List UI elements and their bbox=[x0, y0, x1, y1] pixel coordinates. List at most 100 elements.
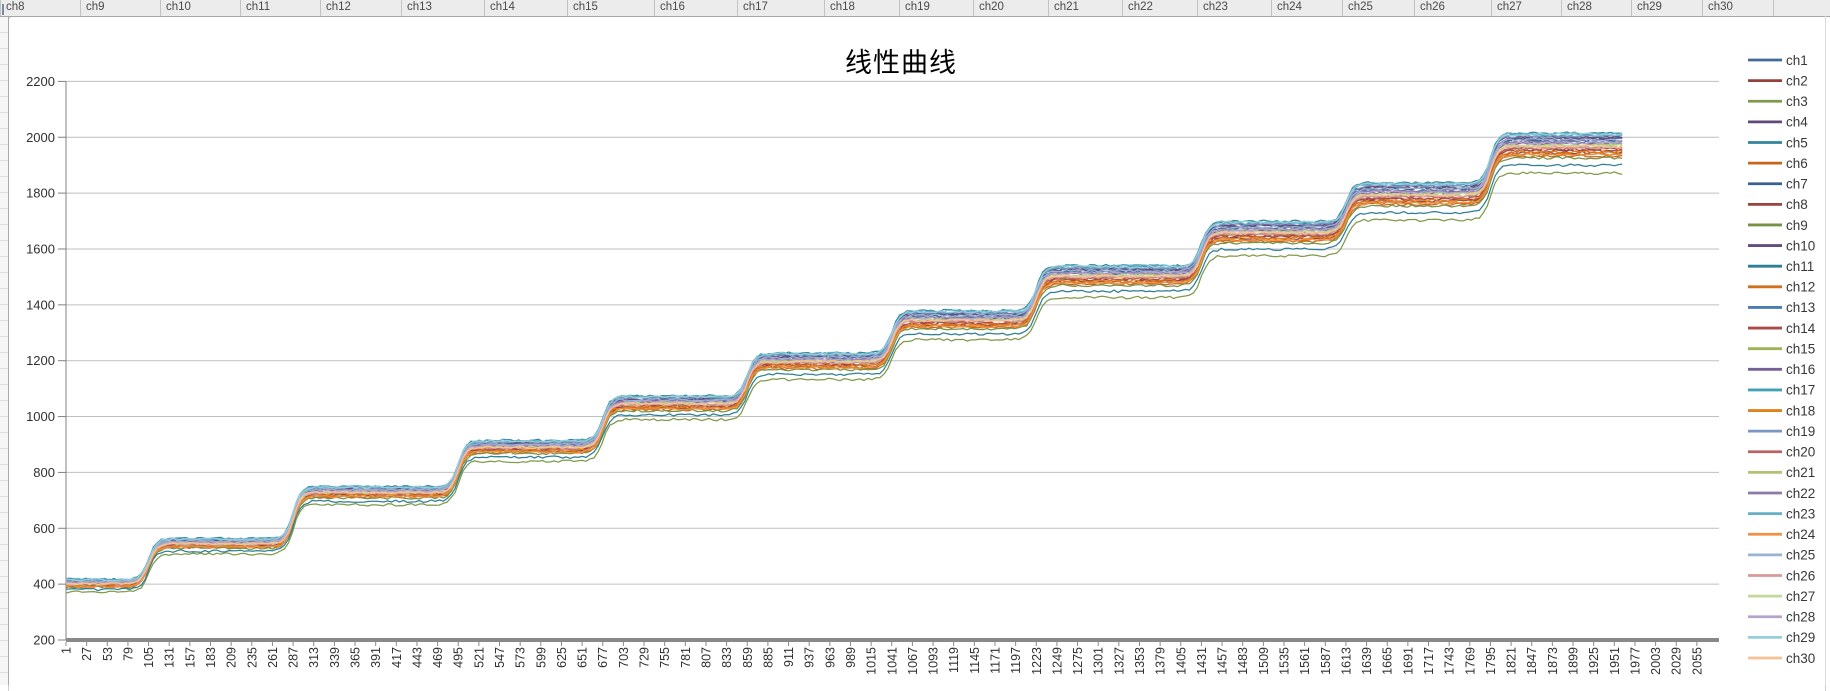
legend-label-ch1[interactable]: ch1 bbox=[1786, 53, 1808, 68]
y-axis-label-200: 200 bbox=[33, 633, 55, 648]
header-cell-ch22[interactable]: ch22 bbox=[1128, 1, 1153, 13]
series-line-ch9 bbox=[65, 156, 1623, 590]
column-border bbox=[240, 0, 241, 16]
x-axis-label-521: 521 bbox=[472, 647, 486, 668]
x-axis-label-1197: 1197 bbox=[1009, 647, 1023, 674]
x-axis-label-1275: 1275 bbox=[1071, 647, 1085, 675]
chart-object[interactable]: 线性曲线 bbox=[8, 16, 1826, 691]
x-axis-label-599: 599 bbox=[534, 647, 548, 668]
chart-title[interactable]: 线性曲线 bbox=[845, 48, 957, 78]
x-axis-label-2003: 2003 bbox=[1649, 647, 1663, 675]
header-cell-ch13[interactable]: ch13 bbox=[407, 1, 432, 13]
legend-label-ch25[interactable]: ch25 bbox=[1786, 548, 1815, 563]
header-cell-ch12[interactable]: ch12 bbox=[326, 1, 351, 13]
legend-label-ch12[interactable]: ch12 bbox=[1786, 280, 1815, 295]
x-axis-label-105: 105 bbox=[142, 647, 156, 668]
legend-label-ch20[interactable]: ch20 bbox=[1786, 445, 1815, 460]
legend-label-ch6[interactable]: ch6 bbox=[1786, 156, 1808, 171]
y-axis-label-400: 400 bbox=[33, 577, 55, 592]
column-border bbox=[1773, 0, 1774, 16]
x-axis-label-1925: 1925 bbox=[1587, 647, 1601, 675]
x-axis-label-1561: 1561 bbox=[1298, 647, 1312, 675]
x-axis-label-755: 755 bbox=[658, 647, 672, 668]
x-axis-label-235: 235 bbox=[245, 647, 259, 668]
header-cell-ch18[interactable]: ch18 bbox=[830, 1, 855, 13]
column-border bbox=[160, 0, 161, 16]
x-axis-label-625: 625 bbox=[555, 647, 569, 668]
x-axis-label-1691: 1691 bbox=[1401, 647, 1415, 675]
legend-label-ch10[interactable]: ch10 bbox=[1786, 238, 1815, 253]
x-axis-label-27: 27 bbox=[80, 647, 94, 661]
legend-label-ch9[interactable]: ch9 bbox=[1786, 218, 1808, 233]
legend-label-ch2[interactable]: ch2 bbox=[1786, 73, 1808, 88]
column-border bbox=[824, 0, 825, 16]
x-axis-label-1743: 1743 bbox=[1443, 647, 1457, 675]
x-axis-label-1535: 1535 bbox=[1277, 647, 1291, 675]
legend-label-ch27[interactable]: ch27 bbox=[1786, 589, 1815, 604]
legend-label-ch24[interactable]: ch24 bbox=[1786, 527, 1816, 542]
header-cell-ch16[interactable]: ch16 bbox=[660, 1, 685, 13]
legend-label-ch15[interactable]: ch15 bbox=[1786, 341, 1815, 356]
x-axis-label-391: 391 bbox=[369, 647, 383, 668]
header-cell-ch17[interactable]: ch17 bbox=[743, 1, 768, 13]
x-axis-label-1847: 1847 bbox=[1525, 647, 1539, 675]
header-cell-ch28[interactable]: ch28 bbox=[1567, 1, 1592, 13]
header-cell-ch20[interactable]: ch20 bbox=[979, 1, 1004, 13]
column-border bbox=[1197, 0, 1198, 16]
y-axis-label-600: 600 bbox=[33, 521, 55, 536]
legend-label-ch7[interactable]: ch7 bbox=[1786, 177, 1808, 192]
header-cell-ch21[interactable]: ch21 bbox=[1054, 1, 1079, 13]
header-cell-ch14[interactable]: ch14 bbox=[490, 1, 515, 13]
legend-label-ch8[interactable]: ch8 bbox=[1786, 197, 1808, 212]
legend-label-ch14[interactable]: ch14 bbox=[1786, 321, 1816, 336]
legend-label-ch19[interactable]: ch19 bbox=[1786, 424, 1815, 439]
header-cell-ch8[interactable]: ch8 bbox=[6, 1, 25, 13]
x-axis-label-1015: 1015 bbox=[865, 647, 879, 675]
column-border bbox=[1342, 0, 1343, 16]
x-axis-label-1379: 1379 bbox=[1154, 647, 1168, 675]
legend-label-ch21[interactable]: ch21 bbox=[1786, 465, 1815, 480]
legend-label-ch30[interactable]: ch30 bbox=[1786, 651, 1815, 666]
legend-label-ch4[interactable]: ch4 bbox=[1786, 115, 1808, 130]
header-cell-ch26[interactable]: ch26 bbox=[1420, 1, 1445, 13]
legend-label-ch13[interactable]: ch13 bbox=[1786, 300, 1815, 315]
legend-label-ch29[interactable]: ch29 bbox=[1786, 630, 1815, 645]
legend-label-ch5[interactable]: ch5 bbox=[1786, 135, 1808, 150]
x-axis-label-1: 1 bbox=[60, 647, 74, 654]
header-cell-ch25[interactable]: ch25 bbox=[1348, 1, 1373, 13]
legend-label-ch3[interactable]: ch3 bbox=[1786, 94, 1808, 109]
legend-label-ch16[interactable]: ch16 bbox=[1786, 362, 1815, 377]
x-axis-label-1093: 1093 bbox=[927, 647, 941, 675]
header-cell-ch11[interactable]: ch11 bbox=[246, 1, 271, 13]
header-cell-ch30[interactable]: ch30 bbox=[1708, 1, 1733, 13]
legend-label-ch11[interactable]: ch11 bbox=[1786, 259, 1814, 274]
legend-label-ch22[interactable]: ch22 bbox=[1786, 486, 1815, 501]
legend-label-ch18[interactable]: ch18 bbox=[1786, 403, 1815, 418]
legend-label-ch26[interactable]: ch26 bbox=[1786, 568, 1815, 583]
x-axis-label-1067: 1067 bbox=[906, 647, 920, 675]
legend-label-ch17[interactable]: ch17 bbox=[1786, 383, 1815, 398]
column-border bbox=[1048, 0, 1049, 16]
header-cell-ch9[interactable]: ch9 bbox=[86, 1, 105, 13]
legend-label-ch23[interactable]: ch23 bbox=[1786, 506, 1815, 521]
y-axis-label-2000: 2000 bbox=[26, 130, 55, 145]
column-border bbox=[1414, 0, 1415, 16]
header-cell-ch29[interactable]: ch29 bbox=[1637, 1, 1662, 13]
header-cell-ch15[interactable]: ch15 bbox=[573, 1, 598, 13]
column-border bbox=[484, 0, 485, 16]
column-border bbox=[80, 0, 81, 16]
header-cell-ch27[interactable]: ch27 bbox=[1497, 1, 1522, 13]
legend-label-ch28[interactable]: ch28 bbox=[1786, 610, 1815, 625]
x-axis-label-339: 339 bbox=[328, 647, 342, 668]
header-cell-ch10[interactable]: ch10 bbox=[166, 1, 191, 13]
header-cell-ch23[interactable]: ch23 bbox=[1203, 1, 1228, 13]
x-axis-label-963: 963 bbox=[823, 647, 837, 668]
header-cell-ch24[interactable]: ch24 bbox=[1277, 1, 1302, 13]
x-axis-label-183: 183 bbox=[204, 647, 218, 668]
header-cell-ch19[interactable]: ch19 bbox=[905, 1, 930, 13]
column-border bbox=[1271, 0, 1272, 16]
column-border bbox=[401, 0, 402, 16]
x-axis-label-469: 469 bbox=[431, 647, 445, 668]
x-axis-label-547: 547 bbox=[493, 647, 507, 668]
x-axis-label-651: 651 bbox=[576, 647, 590, 668]
